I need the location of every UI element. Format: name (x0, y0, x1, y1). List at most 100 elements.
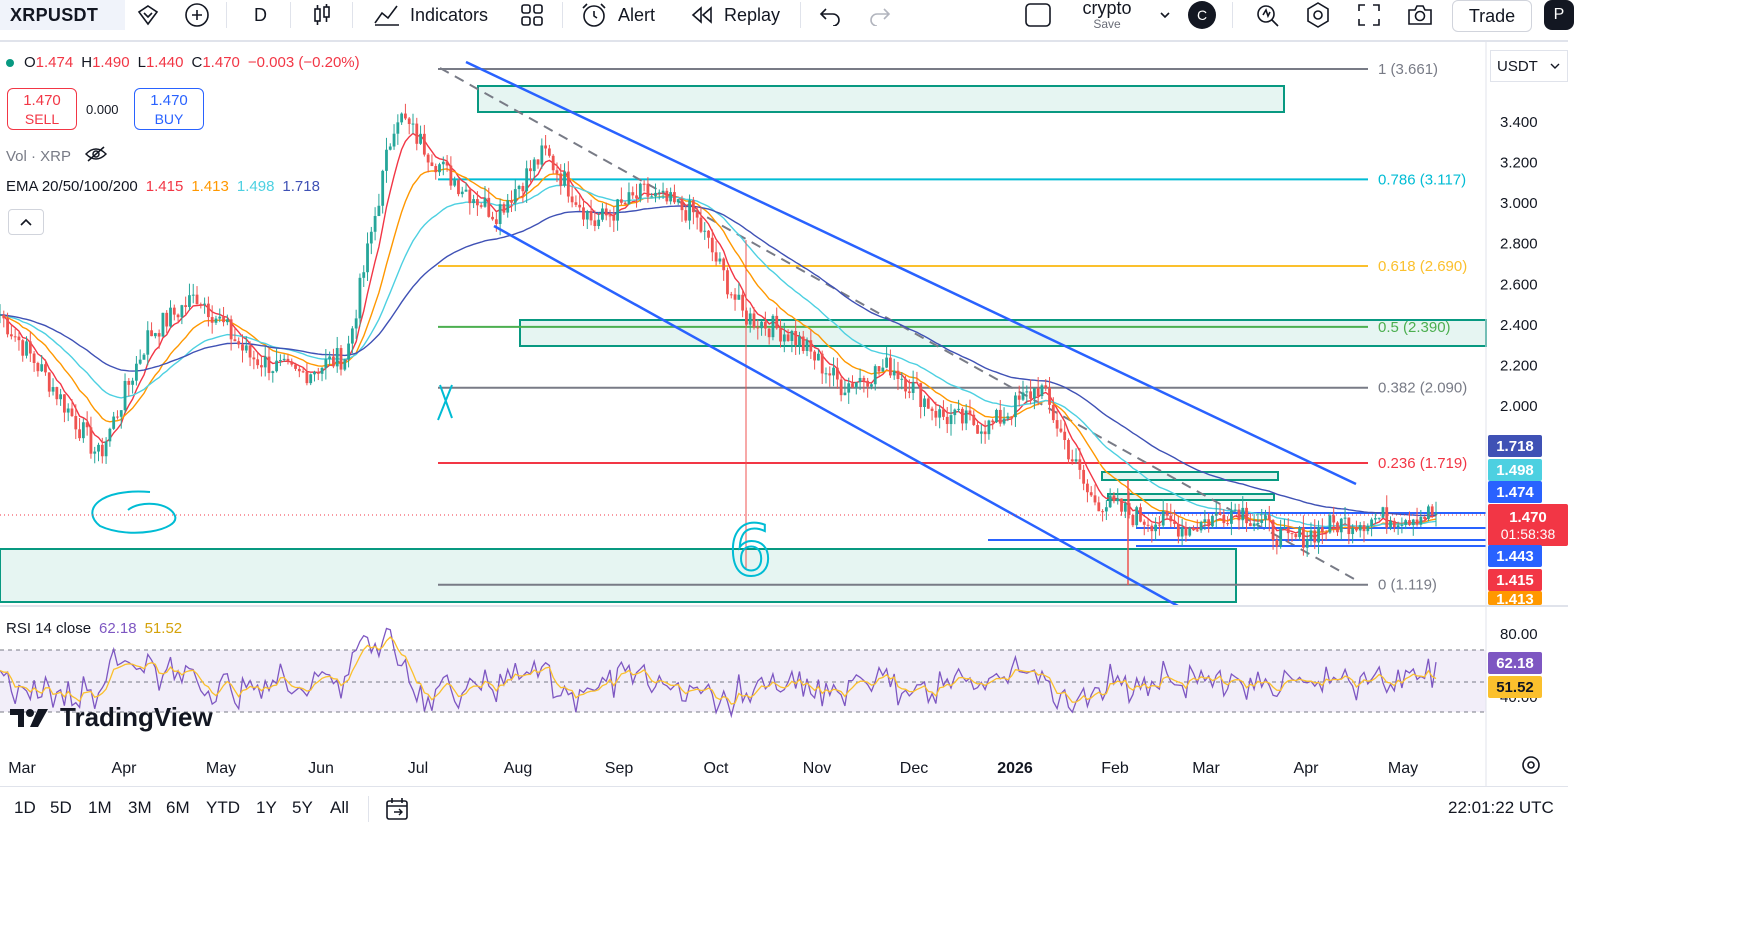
range-button-1m[interactable]: 1M (88, 798, 112, 817)
candle-body (544, 145, 548, 149)
candle-body (350, 328, 354, 344)
candle-body (244, 345, 248, 351)
goto-date-icon[interactable] (384, 796, 410, 827)
symbol-menu-icon[interactable] (136, 0, 160, 30)
candle-body (1063, 431, 1067, 441)
candle-body (407, 118, 411, 125)
collapse-legend-button[interactable] (8, 209, 44, 235)
range-button-1y[interactable]: 1Y (256, 798, 277, 817)
candle-body (396, 122, 400, 134)
alert-button[interactable]: Alert (580, 0, 655, 30)
candle-body (1358, 525, 1362, 531)
last-price-label: 1.470 01:58:38 (1488, 504, 1568, 546)
fib-level-label: 0.786 (3.117) (1378, 171, 1466, 188)
currency-select[interactable]: USDT (1490, 50, 1568, 82)
range-button-6m[interactable]: 6M (166, 798, 190, 817)
fib-level-label: 0.618 (2.690) (1378, 258, 1467, 275)
ohlc-low: L1.440 (137, 54, 184, 71)
candle-body (441, 161, 445, 165)
publish-button[interactable]: P (1544, 0, 1574, 30)
candle-body (987, 420, 991, 435)
candle-body (1029, 391, 1032, 399)
trade-button[interactable]: Trade (1452, 0, 1532, 32)
y-tick-label: 3.400 (1500, 114, 1538, 131)
y-tick-label: 3.000 (1500, 195, 1538, 212)
candle-body (1048, 387, 1051, 405)
candle-body (1396, 525, 1400, 528)
candle-body (119, 410, 123, 417)
layout-title: crypto (1082, 0, 1132, 18)
candle-body (741, 294, 745, 311)
range-button-all[interactable]: All (330, 798, 349, 817)
candle-body (517, 185, 521, 190)
candle-body (108, 428, 112, 442)
circle-annotation (91, 490, 177, 534)
add-symbol-icon[interactable] (184, 0, 210, 30)
range-button-5y[interactable]: 5Y (292, 798, 313, 817)
templates-icon[interactable] (519, 0, 545, 30)
candle-body (191, 294, 195, 296)
candle-body (1154, 524, 1158, 532)
x-tick-label: Jul (408, 760, 428, 777)
candle-body (55, 387, 59, 400)
price-chart[interactable]: 1 (3.661) 0.786 (3.117) 0.618 (2.690) 0.5 (… (0, 40, 1568, 830)
candle-body (1290, 533, 1294, 535)
candle-body (915, 382, 919, 384)
candle-body (1089, 492, 1093, 496)
camera-icon[interactable] (1406, 0, 1434, 30)
chart-settings-icon[interactable] (1520, 754, 1542, 781)
candle-body (271, 371, 275, 374)
candle-body (131, 380, 135, 385)
candle-body (32, 353, 36, 363)
candle-body (153, 333, 157, 337)
candle-body (699, 217, 703, 232)
candle-body (430, 162, 434, 167)
candle-body (582, 207, 585, 220)
symbol-name[interactable]: XRPUSDT (10, 4, 99, 25)
candle-body (1165, 510, 1169, 516)
y-tick-label: 2.400 (1500, 317, 1538, 334)
candles-icon[interactable] (310, 0, 334, 30)
fib-level-label: 1 (3.661) (1378, 61, 1438, 78)
candle-body (566, 171, 570, 197)
indicators-button[interactable]: Indicators (372, 0, 488, 30)
utc-clock[interactable]: 22:01:22 UTC (1448, 798, 1554, 817)
quick-search-icon[interactable] (1254, 0, 1280, 30)
candle-body (737, 294, 741, 300)
interval-button[interactable]: D (254, 4, 267, 25)
fullscreen-icon[interactable] (1356, 0, 1382, 30)
candle-body (635, 195, 638, 199)
candle-body (210, 317, 214, 323)
candle-body (1332, 515, 1336, 523)
avatar[interactable]: C (1188, 1, 1216, 29)
undo-icon[interactable] (818, 0, 842, 30)
candle-body (100, 444, 104, 457)
layout-name[interactable]: crypto Save (1076, 0, 1138, 31)
ohlc-high: H1.490 (81, 54, 130, 71)
candle-body (938, 409, 942, 418)
range-button-ytd[interactable]: YTD (206, 798, 240, 817)
candle-body (354, 318, 358, 329)
candle-body (665, 190, 669, 202)
status-dot (6, 58, 14, 67)
chevron-down-icon[interactable] (1158, 0, 1172, 30)
redo-icon[interactable] (868, 0, 892, 30)
candle-body (457, 180, 460, 195)
range-button-5d[interactable]: 5D (50, 798, 72, 817)
candle-body (1070, 459, 1074, 462)
candle-body (563, 171, 566, 186)
eye-off-icon[interactable] (84, 146, 108, 166)
buy-button[interactable]: 1.470 BUY (134, 88, 204, 130)
range-button-3m[interactable]: 3M (128, 798, 152, 817)
sell-button[interactable]: 1.470 SELL (7, 88, 77, 130)
settings-gear-icon[interactable] (1304, 0, 1332, 30)
rsi-ma-line (0, 636, 1437, 705)
range-button-1d[interactable]: 1D (14, 798, 36, 817)
layout-select-icon[interactable] (1024, 0, 1052, 30)
candle-body (1419, 516, 1423, 525)
symbol-search[interactable] (0, 0, 125, 30)
replay-button[interactable]: Replay (690, 0, 780, 30)
rsi-legend: RSI 14 close 62.18 51.52 (6, 620, 182, 637)
candle-body (1006, 416, 1010, 419)
candle-body (1385, 507, 1389, 528)
